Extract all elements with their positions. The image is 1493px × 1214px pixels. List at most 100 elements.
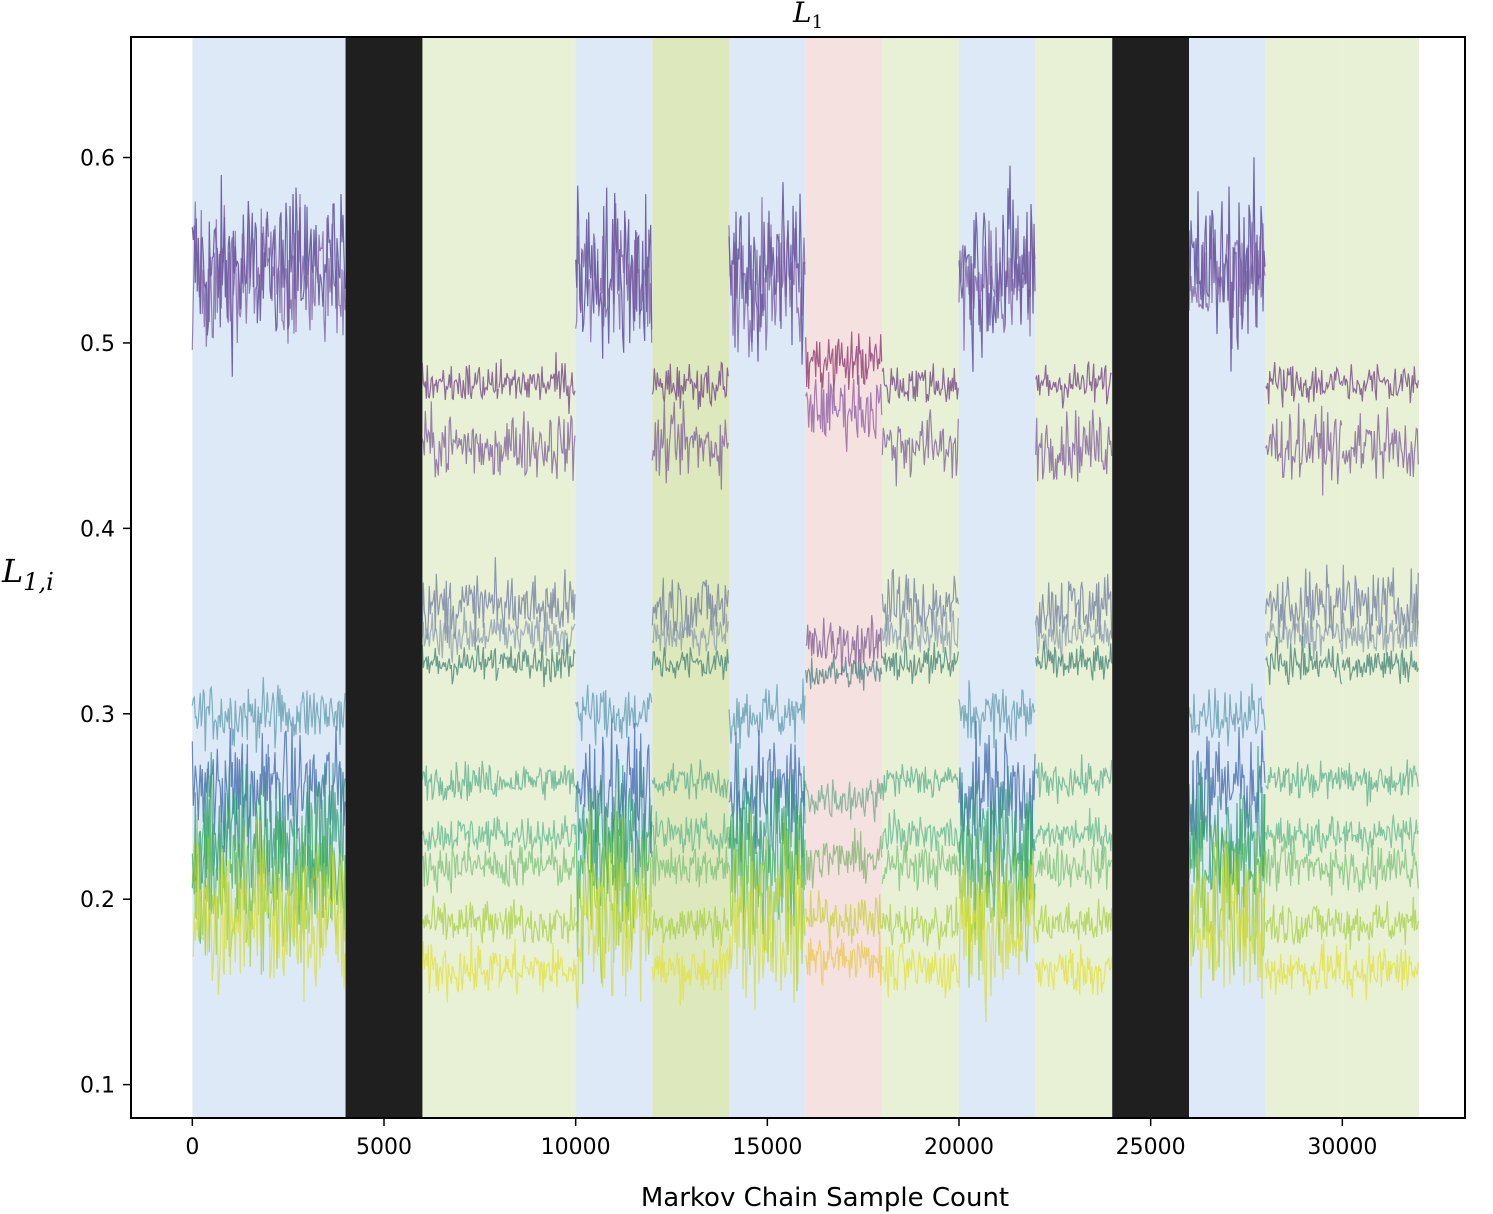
trace-B-9-seg-3 (421, 932, 499, 1003)
trace-series (191, 37, 1419, 1118)
trace-B-1-seg-4 (498, 411, 576, 481)
trace-A-7-seg-1 (268, 854, 346, 1002)
y-tick-label-2: 0.3 (80, 703, 115, 728)
x-axis: 0 5000 10000 15000 20000 25000 30000 (185, 1118, 1377, 1160)
x-tick-label-0: 0 (185, 1135, 199, 1160)
trace-A-2-seg-13 (1188, 683, 1266, 747)
trace-C-0-seg-8 (805, 331, 883, 392)
trace-B-6-seg-14 (1265, 815, 1343, 856)
trace-B-6-seg-3 (421, 816, 499, 853)
trace-B-7-seg-4 (498, 841, 576, 887)
trace-A-1-seg-1 (268, 193, 346, 344)
trace-A-7-seg-7 (728, 839, 806, 1011)
x-tick-label-2: 10000 (541, 1135, 611, 1160)
segment-band-11 (1035, 37, 1113, 1118)
trace-B-3-seg-6 (651, 607, 729, 657)
x-tick-label-5: 25000 (1116, 1135, 1186, 1160)
y-axis: 0.1 0.2 0.3 0.4 0.5 0.6 (80, 147, 131, 1099)
trace-B-5-seg-6 (651, 759, 729, 800)
x-tick-label-4: 20000 (924, 1135, 994, 1160)
trace-B-3-seg-3 (421, 606, 499, 663)
trace-B-7-seg-3 (421, 843, 499, 894)
plot-frame (130, 36, 1466, 1119)
trace-B-7-seg-14 (1265, 835, 1343, 896)
y-tick-label-4: 0.5 (80, 332, 115, 357)
segment-band-6 (652, 37, 729, 1118)
chart-title-sub: 1 (812, 12, 823, 33)
trace-B-2-seg-6 (651, 577, 729, 638)
trace-A-7-seg-0 (192, 835, 269, 996)
trace-A-2-seg-7 (728, 678, 806, 749)
trace-B-3-seg-14 (1265, 609, 1343, 660)
y-axis-label-sub: 1,i (23, 568, 54, 596)
trace-B-4-seg-11 (1035, 640, 1113, 681)
trace-B-1-seg-3 (421, 401, 499, 478)
trace-B-4-seg-6 (651, 647, 729, 680)
trace-C-5-seg-8 (805, 827, 883, 889)
trace-B-1-seg-6 (651, 399, 729, 490)
trace-B-9-seg-15 (1341, 942, 1419, 1001)
x-tick-label-1: 5000 (356, 1135, 412, 1160)
trace-B-6-seg-4 (498, 815, 576, 855)
trace-B-5-seg-3 (421, 760, 499, 802)
x-tick-label-3: 15000 (732, 1135, 802, 1160)
segment-band-3 (422, 37, 499, 1118)
trace-A-7-seg-5 (575, 847, 653, 1009)
segment-band-7 (729, 37, 806, 1118)
chart-title-main: L (792, 0, 812, 29)
trace-B-8-seg-11 (1035, 898, 1113, 943)
y-tick-label-1: 0.2 (80, 888, 115, 913)
trace-B-3-seg-15 (1341, 612, 1419, 656)
trace-B-8-seg-9 (881, 896, 959, 950)
trace-A-2-seg-0 (191, 677, 269, 753)
trace-B-0-seg-15 (1341, 364, 1419, 404)
trace-B-2-seg-4 (498, 569, 576, 635)
trace-B-0-seg-3 (421, 362, 499, 401)
x-tick-label-6: 30000 (1307, 1135, 1377, 1160)
trace-B-9-seg-6 (651, 940, 729, 1006)
trace-B-2-seg-3 (421, 557, 499, 651)
trace-B-5-seg-14 (1265, 760, 1343, 800)
trace-A-3-seg-10 (958, 720, 1036, 852)
trace-A-6-seg-10 (958, 850, 1036, 988)
trace-A-7-seg-10 (958, 836, 1036, 1023)
y-axis-label-main: L (1, 552, 23, 590)
trace-A-7-seg-13 (1188, 843, 1266, 999)
trace-A-1-seg-0 (191, 201, 269, 350)
trace-C-4-seg-8 (805, 778, 883, 823)
trace-B-0-seg-6 (651, 361, 729, 410)
trace-A-2-seg-10 (958, 680, 1036, 749)
trace-B-6-seg-15 (1341, 814, 1419, 857)
trace-A-1-seg-5 (575, 203, 653, 343)
trace-B-3-seg-9 (881, 607, 959, 664)
segment-band-8 (805, 37, 883, 1118)
trace-B-8-seg-6 (651, 906, 729, 948)
trace-B-8-seg-4 (499, 893, 576, 944)
trace-B-0-seg-11 (1035, 361, 1113, 409)
segment-band-9 (882, 37, 959, 1118)
trace-C-2-seg-8 (805, 615, 883, 675)
trace-B-3-seg-11 (1035, 611, 1113, 662)
trace-B-7-seg-6 (651, 843, 729, 888)
x-axis-label: Markov Chain Sample Count (641, 1183, 1009, 1213)
y-axis-label: L1,i (1, 552, 54, 596)
trace-C-1-seg-8 (805, 371, 883, 452)
trace-B-2-seg-11 (1035, 574, 1113, 640)
trace-A-1-seg-13 (1188, 222, 1266, 350)
trace-B-7-seg-15 (1341, 838, 1419, 893)
trace-B-0-seg-14 (1265, 361, 1343, 408)
trace-B-1-seg-9 (881, 409, 959, 487)
trace-B-4-seg-9 (881, 640, 959, 685)
gap-overlay-2 (345, 37, 423, 1118)
trace-B-0-seg-4 (498, 352, 576, 415)
y-tick-label-3: 0.4 (80, 517, 115, 542)
trace-A-1-seg-7 (728, 197, 806, 358)
trace-B-7-seg-11 (1035, 843, 1113, 890)
trace-A-1-seg-10 (958, 215, 1036, 351)
trace-A-2-seg-1 (268, 684, 346, 749)
y-tick-label-0: 0.1 (80, 1074, 115, 1099)
trace-B-9-seg-14 (1265, 939, 1342, 996)
trace-A-5-seg-10 (958, 792, 1036, 930)
trace-B-4-seg-15 (1341, 649, 1419, 685)
